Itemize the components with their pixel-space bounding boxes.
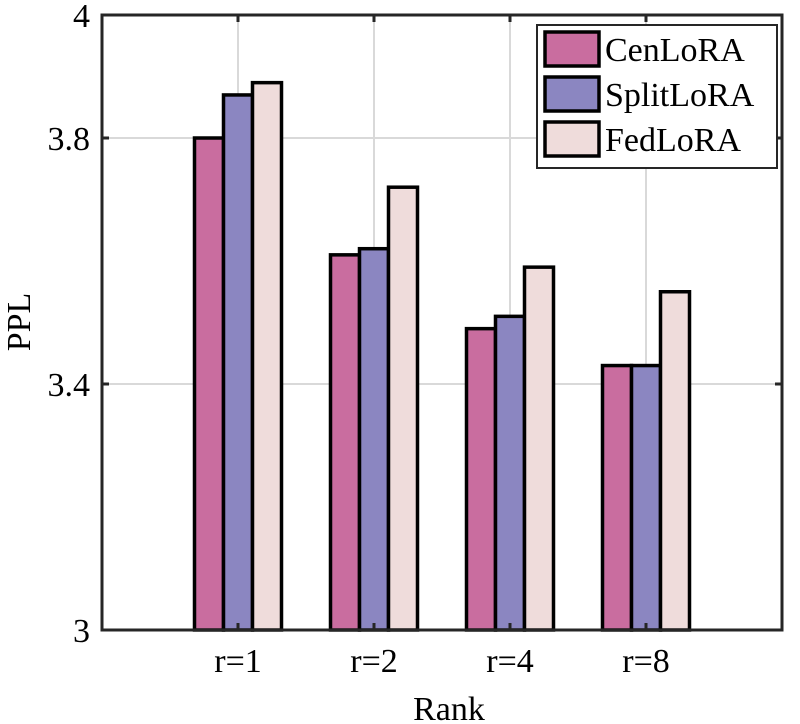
bars [192,80,692,632]
x-axis-label: Rank [413,691,485,724]
legend-swatch-cenlora [543,30,601,68]
bar-splitlora-r4 [493,314,527,632]
plot-frame [100,13,784,632]
legend-swatch-fedlora [543,120,601,158]
x-tick-label: r=4 [486,643,534,680]
bar-fedlora-r4 [522,265,556,632]
bar-cenlora-r8 [600,363,634,632]
legend: CenLoRA SplitLoRA FedLoRA [536,24,778,169]
bar-fedlora-r1 [250,80,284,632]
bar-splitlora-r8 [629,363,663,632]
x-tick-label: r=8 [622,643,670,680]
legend-swatch-splitlora [543,75,601,113]
legend-label-cenlora: CenLoRA [605,32,745,69]
x-tick-label: r=1 [214,643,262,680]
bar-cenlora-r4 [464,326,498,632]
y-tick-label: 3 [73,613,90,650]
x-tick-label: r=2 [350,643,398,680]
bar-cenlora-r2 [328,253,362,632]
legend-label-splitlora: SplitLoRA [605,77,755,114]
y-tick-label: 3.4 [48,367,91,404]
y-axis-label: PPL [1,293,38,352]
bar-fedlora-r8 [658,290,692,632]
bar-splitlora-r1 [221,93,255,632]
bar-cenlora-r1 [192,136,226,632]
y-tick-label: 3.8 [48,121,91,158]
legend-label-fedlora: FedLoRA [605,122,741,159]
bar-splitlora-r2 [357,246,391,632]
ticks: 3 3.4 3.8 4 r=1 r=2 r=4 r=8 [48,0,782,680]
bar-fedlora-r2 [386,185,420,632]
y-tick-label: 4 [73,0,90,35]
